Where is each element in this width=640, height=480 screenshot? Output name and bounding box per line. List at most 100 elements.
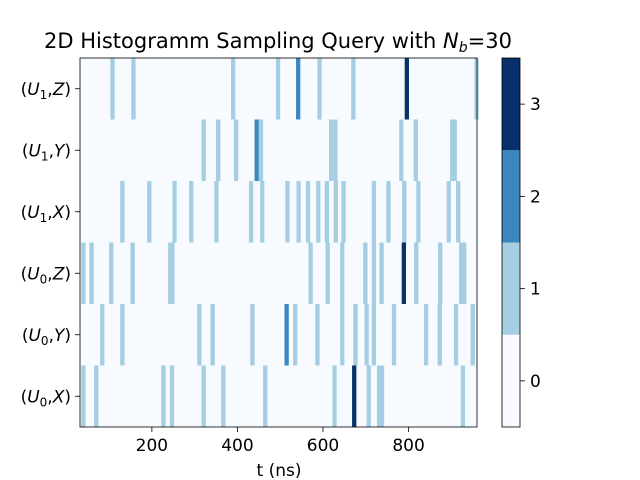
- colorbar-segment: [502, 334, 520, 427]
- heatmap-cell: [169, 365, 175, 427]
- heatmap-cell: [450, 119, 455, 181]
- colorbar: 0 1 2 3: [501, 57, 541, 428]
- heatmap-cell: [351, 58, 356, 120]
- heatmap-cell: [285, 181, 290, 243]
- heatmap-cell: [364, 304, 369, 366]
- heatmap-cell: [258, 119, 264, 181]
- heatmap-cell: [456, 181, 461, 243]
- heatmap-cell: [352, 365, 357, 427]
- heatmap-cell: [234, 119, 239, 181]
- heatmap-cell: [221, 365, 226, 427]
- y-tick-label: (U0,X): [21, 387, 71, 409]
- heatmap-cell: [470, 304, 475, 366]
- colorbar-tick-label: 2: [530, 187, 541, 207]
- heatmap-cell: [328, 119, 334, 181]
- heatmap-cell: [376, 365, 382, 427]
- heatmap-cell: [110, 58, 115, 120]
- y-tick-label: (U0,Z): [21, 264, 71, 286]
- heatmap-cell: [371, 181, 377, 243]
- y-axis: (U0,X) (U0,Y) (U0,Z) (U1,X) (U1,Y) (U1,Z): [21, 80, 80, 409]
- heatmap-cell: [89, 242, 94, 304]
- heatmap-cell: [147, 181, 152, 243]
- x-axis: 200 400 600 800: [136, 427, 425, 456]
- heatmap-cell: [260, 181, 265, 243]
- heatmap-cell: [404, 58, 409, 120]
- heatmap-cell: [308, 242, 313, 304]
- colorbar-tick-label: 3: [530, 95, 541, 115]
- heatmap-cell: [214, 181, 219, 243]
- heatmap-cell: [366, 365, 371, 427]
- heatmap-cell: [363, 242, 368, 304]
- y-tick-label: (U1,Z): [21, 80, 71, 102]
- heatmap-cell: [324, 181, 329, 243]
- heatmap-cell: [332, 365, 337, 427]
- heatmap-cell: [379, 365, 385, 427]
- heatmap-cell: [275, 58, 281, 120]
- heatmap-cell: [453, 304, 459, 366]
- heatmap-cell: [462, 242, 467, 304]
- heatmap-cell: [460, 365, 466, 427]
- chart-title: 2D Histogramm Sampling Query with Nb=30: [44, 29, 512, 56]
- heatmap-cell: [189, 181, 194, 243]
- heatmap-cell: [402, 181, 407, 243]
- heatmap-cell: [250, 304, 255, 366]
- heatmap-cell: [316, 181, 321, 243]
- colorbar-segment: [502, 58, 520, 151]
- heatmap-cell: [333, 119, 338, 181]
- heatmap-cell: [248, 181, 254, 243]
- heatmap-cell: [317, 58, 322, 120]
- colorbar-tick-label: 0: [530, 372, 541, 392]
- x-tick-label: 800: [392, 436, 424, 456]
- heatmap-cell: [263, 365, 268, 427]
- heatmap-cell: [474, 58, 479, 120]
- heatmap-cell: [333, 181, 338, 243]
- heatmap-cell: [353, 304, 358, 366]
- heatmap-cell: [172, 181, 177, 243]
- heatmap-cell: [81, 242, 86, 304]
- heatmap-cell: [284, 304, 289, 366]
- heatmap-cell: [399, 119, 404, 181]
- heatmap-cell: [386, 181, 391, 243]
- heatmap-cell: [197, 304, 202, 366]
- heatmap-cell: [305, 181, 311, 243]
- y-tick-label: (U1,X): [21, 203, 71, 225]
- y-tick-label: (U1,Y): [22, 141, 71, 163]
- heatmap-cell: [437, 304, 442, 366]
- heatmap-cell: [401, 242, 406, 304]
- heatmap-cell: [94, 365, 99, 427]
- heatmap-cell: [459, 242, 464, 304]
- heatmap-cell: [201, 365, 206, 427]
- x-tick-label: 400: [221, 436, 253, 456]
- heatmap-cell: [371, 304, 377, 366]
- heatmap-cell: [340, 242, 345, 304]
- heatmap-cell: [340, 304, 345, 366]
- x-tick-label: 200: [136, 436, 168, 456]
- heatmap-cell: [315, 304, 320, 366]
- colorbar-segment: [502, 242, 520, 335]
- plot-area: [79, 57, 479, 428]
- heatmap-cell: [109, 242, 114, 304]
- heatmap-cell: [296, 58, 301, 120]
- heatmap-cell: [120, 304, 125, 366]
- heatmap-cell: [293, 304, 298, 366]
- colorbar-segment: [502, 150, 520, 243]
- heatmap-cell: [379, 242, 384, 304]
- heatmap-cell: [371, 242, 377, 304]
- heatmap-cell: [413, 119, 418, 181]
- heatmap-cell: [452, 119, 457, 181]
- heatmap-cell: [170, 242, 175, 304]
- heatmap-cell: [161, 365, 166, 427]
- heatmap-cell: [130, 242, 135, 304]
- heatmap-cell: [100, 304, 105, 366]
- heatmap-cell: [254, 119, 259, 181]
- heatmap-cell: [231, 58, 236, 120]
- heatmap-cell: [296, 181, 301, 243]
- heatmap-cell: [120, 181, 125, 243]
- heatmap-cell: [416, 181, 421, 243]
- heatmap-cell: [81, 365, 86, 427]
- heatmap-cell: [446, 181, 451, 243]
- heatmap-cell: [341, 181, 346, 243]
- plot-frame: [79, 57, 478, 428]
- x-axis-label: t (ns): [257, 461, 302, 480]
